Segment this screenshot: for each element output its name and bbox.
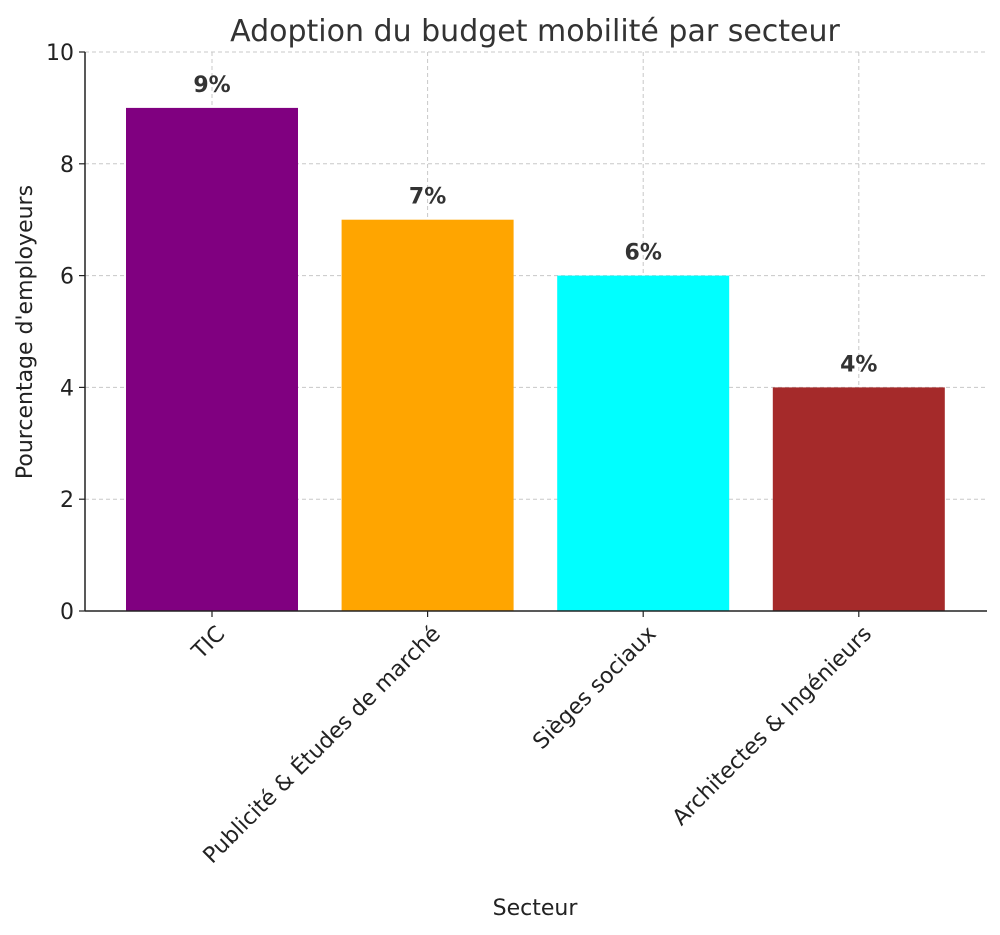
bar-3 bbox=[772, 387, 945, 611]
data-label-2: 6% bbox=[625, 241, 662, 266]
bars bbox=[126, 107, 945, 612]
data-label-3: 4% bbox=[840, 352, 877, 377]
bar-2 bbox=[557, 275, 730, 611]
data-labels: 9% 7% 6% 4% bbox=[193, 73, 877, 377]
data-label-1: 7% bbox=[409, 185, 446, 210]
chart-title: Adoption du budget mobilité par secteur bbox=[230, 14, 840, 49]
x-axis-label: Secteur bbox=[493, 896, 579, 921]
x-tick-label-3: Architectes & Ingénieurs bbox=[668, 622, 877, 831]
bar-1 bbox=[341, 219, 514, 611]
y-tick-label-10: 10 bbox=[46, 41, 74, 66]
y-axis-label: Pourcentage d'employeurs bbox=[13, 185, 38, 479]
y-tick-label-2: 2 bbox=[60, 488, 74, 513]
y-tick-label-8: 8 bbox=[60, 153, 74, 178]
x-tick-label-1: Publicité & Études de marché bbox=[198, 621, 446, 869]
bar-0 bbox=[126, 107, 298, 612]
data-label-0: 9% bbox=[193, 73, 230, 98]
y-tick-label-4: 4 bbox=[60, 376, 74, 401]
y-tick-label-0: 0 bbox=[60, 600, 74, 625]
x-tick-label-0: TIC bbox=[187, 622, 230, 665]
axes bbox=[79, 51, 987, 617]
x-tick-label-2: Sièges sociaux bbox=[528, 622, 661, 755]
y-tick-label-6: 6 bbox=[60, 265, 74, 290]
